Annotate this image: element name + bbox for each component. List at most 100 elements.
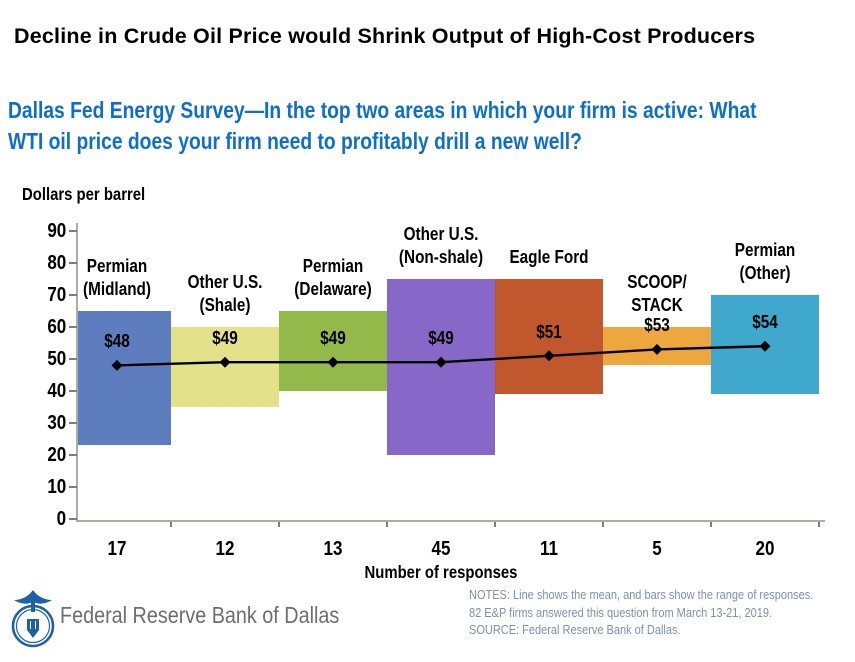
y-axis-tick-label: 40 [24,379,66,403]
y-axis-tick-label: 20 [24,443,66,467]
notes-line: 82 E&P firms answered this question from… [469,605,773,620]
mean-value-label-permian-other: $54 [720,311,810,333]
region-label-line: SCOOP/ [627,272,687,292]
mean-value-label-permian-midland: $48 [72,330,162,352]
survey-question: Dallas Fed Energy Survey—In the top two … [8,95,855,157]
y-axis-tick-label-text: 60 [47,316,66,338]
region-label-line: Other U.S. [187,272,263,292]
region-label-line: (Delaware) [294,279,372,299]
y-axis-tick-label-text: 50 [47,348,66,370]
y-axis-tick [69,262,77,264]
responses-count-label-other-u-s-shale: 12 [180,537,270,561]
eagle-icon [14,590,52,612]
responses-count-text: 5 [652,538,662,560]
y-axis-tick [69,422,77,424]
responses-count-text: 12 [215,538,235,560]
mean-value-label-other-u-s-non-shale: $49 [396,327,486,349]
y-axis-tick [69,358,77,360]
y-axis-tick-label-text: 30 [47,412,66,434]
x-axis-tick [386,522,388,527]
region-label-permian-other: Permian (Other) [675,239,855,285]
x-axis-tick [818,522,820,527]
region-label-other-u-s-shale: Other U.S. (Shale) [135,271,315,317]
y-axis-tick-label-text: 70 [47,284,66,306]
y-axis-tick-label: 60 [24,315,66,339]
y-axis-tick [69,294,77,296]
x-axis-line [76,520,825,522]
range-bar-other-u-s-non-shale [387,279,495,455]
region-label-eagle-ford: Eagle Ford [459,246,639,269]
y-axis-tick-label-text: 40 [47,380,66,402]
y-axis-tick-label: 80 [24,251,66,275]
mean-value-text: $49 [212,328,238,349]
x-axis-tick [494,522,496,527]
mean-value-text: $48 [104,331,130,352]
responses-count-text: 11 [540,538,558,560]
region-label-line: Other U.S. [403,224,479,244]
responses-count-text: 45 [431,538,451,560]
region-label-line: Eagle Ford [509,247,589,267]
region-label-line: (Non-shale) [398,247,484,267]
range-bar-eagle-ford [495,279,603,395]
y-axis-line [76,223,78,522]
chart-notes: NOTES: Line shows the mean, and bars sho… [469,587,855,640]
mean-value-label-scoop-stack: $53 [612,314,702,336]
region-label-line: (Midland) [83,279,151,299]
y-axis-tick-label-text: 0 [56,508,66,530]
responses-count-text: 17 [107,538,127,560]
responses-count-label-scoop-stack: 5 [612,537,702,561]
x-axis-tick [710,522,712,527]
dallas-fed-seal-logo [11,590,55,648]
region-label-line: STACK [631,295,683,315]
mean-value-text: $51 [536,321,562,342]
y-axis-tick-label-text: 20 [47,444,66,466]
mean-value-label-other-u-s-shale: $49 [180,327,270,349]
y-axis-tick [69,454,77,456]
y-axis-tick-label: 70 [24,283,66,307]
mean-value-text: $49 [320,328,346,349]
region-label-permian-midland: Permian (Midland) [27,255,207,301]
responses-count-text: 13 [323,538,343,560]
x-axis-tick [170,522,172,527]
y-axis-tick-label: 10 [24,475,66,499]
responses-count-text: 20 [755,538,775,560]
notes-line: NOTES: Line shows the mean, and bars sho… [469,588,814,602]
responses-count-label-eagle-ford: 11 [504,537,594,561]
mean-value-text: $54 [752,312,778,333]
y-axis-tick [69,518,77,520]
range-bar-permian-delaware [279,311,387,391]
y-axis-tick [69,230,77,232]
region-label-line: Permian [86,256,148,276]
y-axis-tick-label: 0 [24,507,66,531]
y-axis-tick-label-text: 80 [47,252,66,274]
y-axis-tick [69,326,77,328]
y-axis-tick-label-text: 90 [47,220,66,242]
x-axis-title: Number of responses [364,562,518,582]
mean-value-text: $53 [644,315,670,336]
bank-name: Federal Reserve Bank of Dallas [60,602,340,628]
y-axis-tick [69,390,77,392]
y-axis-tick-label-text: 10 [47,476,66,498]
responses-count-label-permian-midland: 17 [72,537,162,561]
region-label-line: (Shale) [199,295,251,315]
range-bar-permian-midland [78,311,171,446]
mean-value-label-eagle-ford: $51 [504,321,594,343]
responses-count-label-permian-delaware: 13 [288,537,378,561]
region-label-other-u-s-non-shale: Other U.S. (Non-shale) [351,223,531,269]
region-label-permian-delaware: Permian (Delaware) [243,255,423,301]
notes-line: SOURCE: Federal Reserve Bank of Dallas. [469,623,681,637]
y-axis-tick-label: 30 [24,411,66,435]
region-label-line: (Other) [739,263,791,283]
mean-value-label-permian-delaware: $49 [288,327,378,349]
y-axis-tick-label: 50 [24,347,66,371]
y-axis-tick-label: 90 [24,219,66,243]
region-label-line: Permian [302,256,364,276]
region-label-scoop-stack: SCOOP/STACK [567,271,747,317]
responses-count-label-permian-other: 20 [720,537,810,561]
survey-question-line-1: Dallas Fed Energy Survey—In the top two … [8,97,757,123]
y-axis-title: Dollars per barrel [22,184,146,204]
x-axis-tick [602,522,604,527]
mean-value-text: $49 [428,328,454,349]
